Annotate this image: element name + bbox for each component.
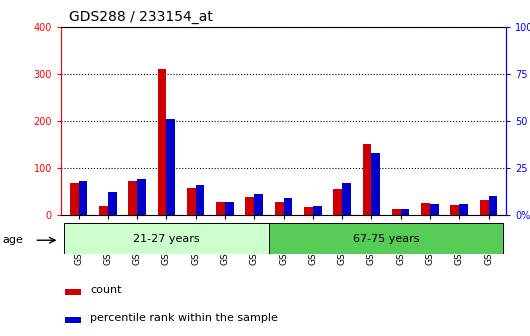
Bar: [284, 198, 293, 215]
Bar: [480, 200, 489, 215]
Bar: [372, 153, 380, 215]
Bar: [78, 181, 87, 215]
Bar: [430, 204, 439, 215]
Bar: [99, 206, 108, 215]
Bar: [342, 183, 351, 215]
Text: 67-75 years: 67-75 years: [353, 234, 419, 244]
Bar: [392, 209, 401, 215]
Bar: [108, 193, 117, 215]
Bar: [269, 223, 503, 254]
Bar: [70, 183, 78, 215]
Bar: [313, 206, 322, 215]
Bar: [216, 202, 225, 215]
Bar: [450, 205, 460, 215]
Bar: [225, 202, 234, 215]
Bar: [489, 196, 497, 215]
Text: age: age: [3, 235, 23, 245]
Bar: [333, 189, 342, 215]
Bar: [64, 223, 269, 254]
Bar: [187, 188, 196, 215]
Bar: [254, 194, 263, 215]
Bar: [128, 181, 137, 215]
Bar: [196, 185, 205, 215]
Bar: [363, 143, 372, 215]
Bar: [401, 209, 410, 215]
Bar: [65, 317, 81, 323]
Bar: [245, 197, 254, 215]
Bar: [166, 119, 175, 215]
Text: percentile rank within the sample: percentile rank within the sample: [90, 313, 278, 323]
Bar: [157, 69, 166, 215]
Text: 21-27 years: 21-27 years: [133, 234, 200, 244]
Text: count: count: [90, 285, 121, 295]
Text: GDS288 / 233154_at: GDS288 / 233154_at: [69, 10, 213, 24]
Bar: [304, 207, 313, 215]
Bar: [421, 203, 430, 215]
Bar: [460, 204, 468, 215]
Bar: [275, 202, 284, 215]
Bar: [65, 289, 81, 295]
Bar: [137, 179, 146, 215]
